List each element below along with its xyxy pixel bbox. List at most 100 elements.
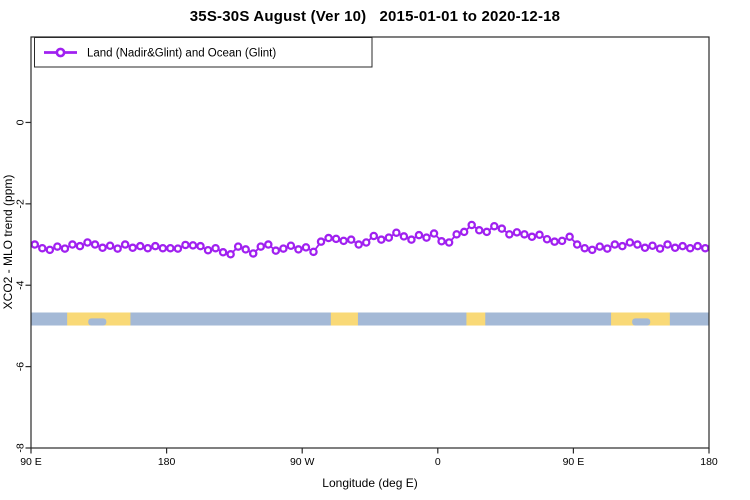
y-tick-label: 0 xyxy=(15,119,27,125)
data-point xyxy=(678,241,687,251)
data-point xyxy=(670,243,680,253)
data-point xyxy=(211,243,220,253)
data-point xyxy=(587,245,597,255)
data-point xyxy=(301,243,311,252)
data-point xyxy=(346,235,356,244)
data-point xyxy=(248,249,258,258)
data-point xyxy=(151,241,160,251)
data-point xyxy=(482,227,492,237)
data-point xyxy=(113,244,122,253)
data-point xyxy=(399,232,409,241)
data-point xyxy=(542,234,552,244)
data-point xyxy=(490,221,499,231)
data-point xyxy=(580,243,589,253)
data-point xyxy=(166,243,175,253)
data-point xyxy=(640,243,650,253)
data-point xyxy=(520,230,529,239)
data-point xyxy=(392,228,401,237)
data-point xyxy=(354,240,363,249)
data-point xyxy=(309,247,318,257)
data-point xyxy=(625,238,635,247)
data-point xyxy=(565,232,574,242)
data-series xyxy=(30,220,710,259)
data-point xyxy=(120,240,130,249)
data-point xyxy=(648,241,657,251)
data-point xyxy=(98,243,107,253)
data-point xyxy=(218,248,228,257)
data-point xyxy=(535,230,544,240)
x-tick-label: 90 W xyxy=(290,456,315,468)
data-point xyxy=(444,238,454,247)
ocean-notch xyxy=(632,318,651,326)
data-point xyxy=(30,240,40,249)
data-point xyxy=(83,238,92,247)
data-point xyxy=(45,245,55,255)
data-point xyxy=(271,246,281,255)
data-point xyxy=(60,244,70,253)
data-point xyxy=(429,229,439,238)
axes: 90 E 180 90 W 0 90 E 180 0 -2 -4 -6 -8 xyxy=(15,119,718,468)
ocean-notch xyxy=(88,318,107,326)
data-point xyxy=(90,240,100,249)
data-point xyxy=(264,240,273,249)
data-point xyxy=(512,228,522,237)
data-point xyxy=(459,227,469,237)
legend-box xyxy=(34,37,373,68)
data-point xyxy=(75,241,85,251)
data-point xyxy=(128,243,137,253)
x-tick-label: 90 E xyxy=(563,456,585,468)
data-point xyxy=(700,243,710,253)
x-axis-title: Longitude (deg E) xyxy=(322,476,417,490)
data-point xyxy=(603,244,612,253)
data-point xyxy=(414,230,424,240)
x-tick-label: 180 xyxy=(158,456,176,468)
data-point xyxy=(557,236,567,246)
data-point xyxy=(105,241,115,251)
data-point xyxy=(369,231,379,241)
data-point xyxy=(527,232,537,242)
x-tick-label: 90 E xyxy=(20,456,42,468)
data-point xyxy=(256,242,266,251)
data-point xyxy=(595,242,605,251)
data-point xyxy=(685,243,695,253)
x-tick-label: 180 xyxy=(700,456,718,468)
data-point xyxy=(467,220,476,230)
data-point xyxy=(53,242,62,251)
data-point xyxy=(361,238,371,247)
data-point xyxy=(279,244,288,253)
data-point xyxy=(407,235,416,244)
land-patch xyxy=(466,312,486,326)
data-point xyxy=(422,233,431,242)
data-point xyxy=(618,241,627,251)
data-point xyxy=(377,235,386,244)
data-point xyxy=(633,240,642,249)
data-point xyxy=(655,244,665,253)
data-point xyxy=(188,241,198,250)
data-point xyxy=(143,243,153,253)
x-tick-label: 0 xyxy=(435,456,441,468)
data-point xyxy=(286,241,296,251)
data-point xyxy=(497,224,507,233)
data-point xyxy=(181,240,190,250)
data-point xyxy=(68,240,77,249)
data-point xyxy=(233,242,243,251)
data-point xyxy=(294,245,303,254)
ocean-band xyxy=(31,312,709,326)
data-point xyxy=(339,236,348,246)
data-point xyxy=(474,226,484,235)
data-point xyxy=(693,241,702,251)
y-tick-label: -6 xyxy=(15,362,27,371)
data-point xyxy=(173,244,183,253)
data-point xyxy=(135,241,145,251)
data-point xyxy=(550,237,559,246)
y-axis-title: XCO2 - MLO trend (ppm) xyxy=(1,175,15,310)
legend: Land (Nadir&Glint) and Ocean (Glint) xyxy=(34,37,373,68)
data-point xyxy=(384,233,394,242)
data-point xyxy=(505,230,514,239)
data-point xyxy=(158,243,168,253)
data-point xyxy=(196,241,205,251)
data-point xyxy=(38,243,47,253)
legend-open-circle-icon xyxy=(55,47,66,58)
